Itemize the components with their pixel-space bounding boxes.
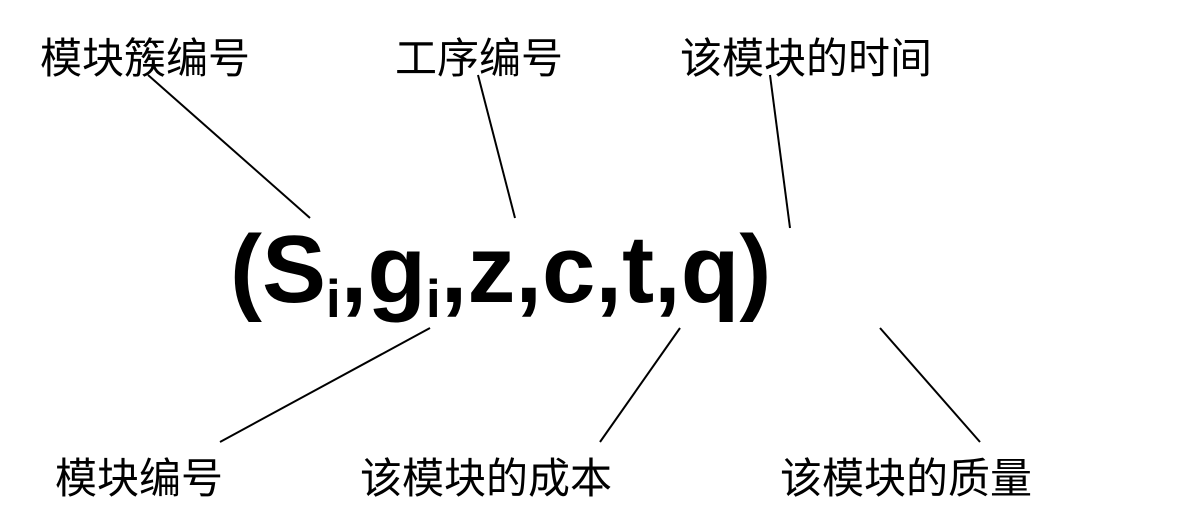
label-module-id: 模块编号 bbox=[55, 445, 223, 506]
sep: , bbox=[515, 216, 542, 323]
paren-open: ( bbox=[230, 216, 262, 323]
label-module-quality: 该模块的质量 bbox=[780, 445, 1032, 506]
sep: , bbox=[341, 216, 368, 323]
connector-line bbox=[148, 75, 310, 218]
sep: , bbox=[595, 216, 622, 323]
connector-line bbox=[880, 328, 980, 442]
connector-line bbox=[478, 75, 515, 218]
symbol-z: z bbox=[467, 216, 515, 323]
symbol-q: q bbox=[681, 216, 740, 323]
connector-line bbox=[600, 328, 680, 442]
tuple-formula: (Si,gi,z,c,t,q) bbox=[230, 215, 771, 325]
sep: , bbox=[654, 216, 681, 323]
label-module-cost: 该模块的成本 bbox=[360, 445, 612, 506]
connector-line bbox=[770, 75, 790, 228]
symbol-g: gi bbox=[367, 216, 440, 323]
sep: , bbox=[441, 216, 468, 323]
label-process-id: 工序编号 bbox=[395, 25, 563, 86]
connector-line bbox=[220, 328, 430, 442]
label-module-cluster-id: 模块簇编号 bbox=[40, 25, 250, 86]
symbol-S: Si bbox=[262, 216, 341, 323]
diagram-canvas: 模块簇编号 工序编号 该模块的时间 (Si,gi,z,c,t,q) 模块编号 该… bbox=[0, 0, 1203, 516]
paren-close: ) bbox=[739, 216, 771, 323]
symbol-t: t bbox=[622, 216, 654, 323]
label-module-time: 该模块的时间 bbox=[680, 25, 932, 86]
symbol-c: c bbox=[542, 216, 595, 323]
